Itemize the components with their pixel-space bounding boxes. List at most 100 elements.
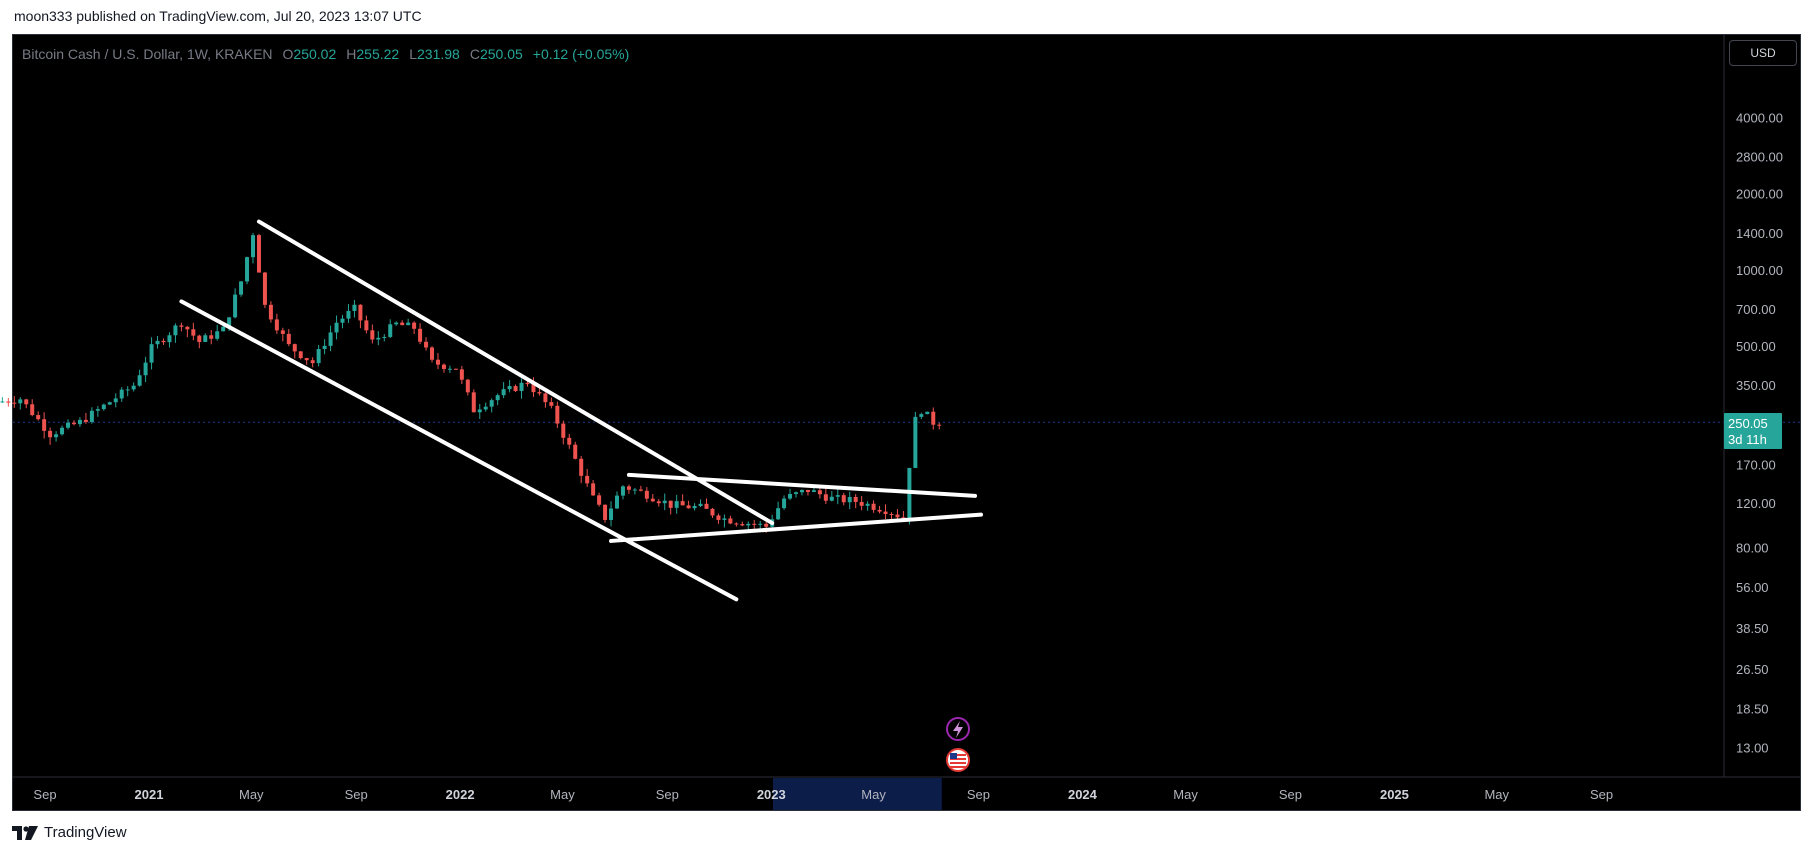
- time-tick-label: 2023: [757, 787, 786, 802]
- candle: [937, 422, 942, 430]
- trendline[interactable]: [609, 512, 983, 543]
- candle: [30, 399, 35, 417]
- low-key: L: [409, 46, 417, 62]
- time-tick-label: 2021: [135, 787, 164, 802]
- candle: [901, 511, 906, 520]
- time-tick-label: 2022: [446, 787, 475, 802]
- candle: [477, 403, 482, 420]
- candle: [197, 334, 202, 349]
- candle: [925, 411, 930, 415]
- candle: [662, 493, 667, 511]
- candle: [776, 501, 781, 521]
- candle: [239, 281, 244, 297]
- candle: [42, 412, 47, 439]
- trendline[interactable]: [626, 472, 978, 498]
- candle: [215, 324, 220, 341]
- price-tick-label: 700.00: [1736, 302, 1776, 317]
- time-tick-label: May: [550, 787, 575, 802]
- price-tick-label: 80.00: [1736, 541, 1769, 556]
- last-price-value: 250.05: [1728, 416, 1768, 431]
- candle: [77, 417, 82, 427]
- us-flag-icon[interactable]: [946, 748, 970, 772]
- candle: [716, 513, 721, 524]
- candle: [388, 319, 393, 339]
- candle: [113, 393, 118, 408]
- candle: [782, 495, 787, 510]
- tradingview-brand: TradingView: [44, 824, 127, 841]
- candle: [883, 504, 888, 519]
- candle: [376, 331, 381, 346]
- candle: [209, 329, 214, 345]
- symbol-title[interactable]: Bitcoin Cash / U.S. Dollar, 1W, KRAKEN: [22, 46, 273, 62]
- candle: [352, 299, 357, 318]
- tradingview-logo[interactable]: TradingView: [12, 824, 127, 841]
- candle: [501, 382, 506, 399]
- price-tick-label: 2000.00: [1736, 187, 1783, 202]
- candle: [149, 337, 154, 370]
- open-key: O: [282, 46, 294, 62]
- time-tick-label: Sep: [33, 787, 56, 802]
- candle: [722, 514, 727, 528]
- candle: [280, 327, 285, 342]
- price-tick-label: 13.00: [1736, 740, 1769, 755]
- candle: [66, 419, 71, 430]
- candle: [364, 315, 369, 334]
- lightning-icon[interactable]: [946, 717, 970, 741]
- candle: [519, 378, 524, 399]
- candle: [931, 407, 936, 430]
- candle: [286, 329, 291, 347]
- time-tick-label: 2024: [1068, 787, 1098, 802]
- candle: [412, 321, 417, 334]
- candle: [12, 396, 17, 408]
- chart-panel[interactable]: [12, 34, 1801, 811]
- candle: [859, 495, 864, 511]
- candle: [310, 357, 315, 368]
- candle: [370, 324, 375, 344]
- candle: [221, 325, 226, 332]
- trendline[interactable]: [256, 219, 775, 526]
- candle: [495, 393, 500, 406]
- candle: [304, 357, 309, 365]
- candle: [907, 467, 912, 525]
- price-tick-label: 1400.00: [1736, 226, 1783, 241]
- candle: [549, 397, 554, 409]
- candle: [710, 507, 715, 519]
- price-tick-label: 38.50: [1736, 621, 1769, 636]
- time-tick-label: Sep: [967, 787, 990, 802]
- candle: [83, 412, 88, 424]
- candle: [418, 323, 423, 345]
- price-tick-label: 18.50: [1736, 702, 1769, 717]
- close-key: C: [469, 46, 480, 62]
- candle: [173, 323, 178, 343]
- price-tick-label: 26.50: [1736, 662, 1769, 677]
- candle: [358, 304, 363, 329]
- candle: [740, 521, 745, 527]
- candle: [579, 455, 584, 484]
- candle: [334, 315, 339, 340]
- candle: [185, 326, 190, 338]
- candle: [101, 403, 106, 411]
- candle: [597, 492, 602, 507]
- candle: [155, 336, 160, 349]
- candle: [632, 487, 637, 495]
- candle: [692, 503, 697, 511]
- trendline[interactable]: [179, 299, 739, 602]
- candle: [650, 494, 655, 503]
- candle: [811, 487, 816, 493]
- price-tick-label: 120.00: [1736, 496, 1776, 511]
- candle: [447, 365, 452, 373]
- candle: [340, 314, 345, 329]
- candle: [191, 322, 196, 341]
- candle: [400, 320, 405, 326]
- publisher-line: moon333 published on TradingView.com, Ju…: [14, 8, 422, 24]
- price-tick-label: 350.00: [1736, 378, 1776, 393]
- price-tick-label: 1000.00: [1736, 263, 1783, 278]
- candle: [841, 492, 846, 506]
- candle: [435, 353, 440, 370]
- candle: [567, 433, 572, 449]
- currency-button[interactable]: USD: [1729, 40, 1797, 66]
- candle: [620, 485, 625, 500]
- candle: [585, 468, 590, 487]
- time-tick-label: Sep: [656, 787, 679, 802]
